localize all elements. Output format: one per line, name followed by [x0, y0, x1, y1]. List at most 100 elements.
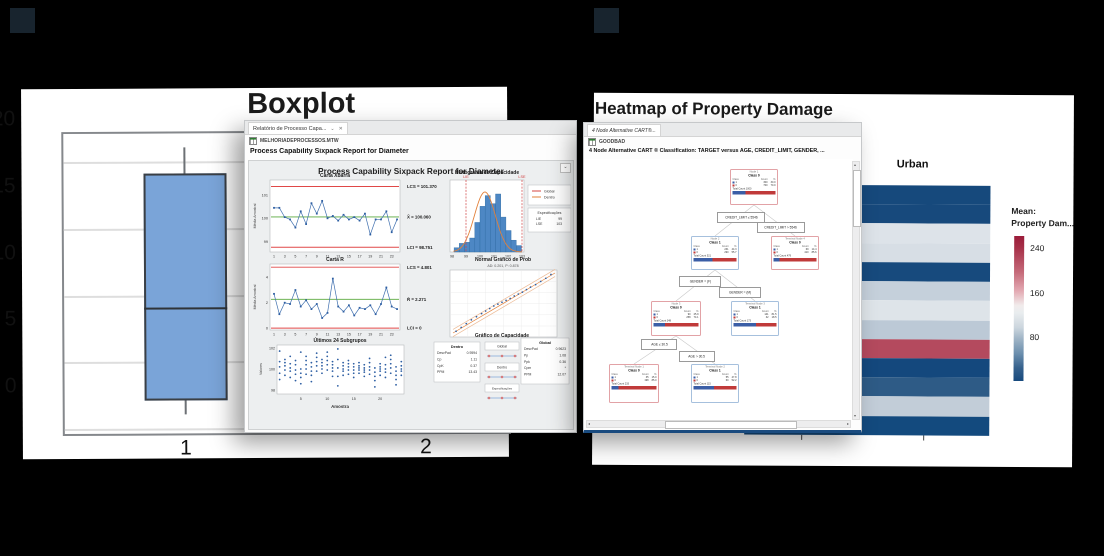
- svg-text:*: *: [565, 366, 567, 370]
- tree-node[interactable]: Node 3 Class 0 Class Count% 1 90 25.9 0 258 74.1 T…: [651, 301, 701, 336]
- h-scroll-thumb[interactable]: [665, 421, 797, 429]
- svg-text:0.9623: 0.9623: [556, 347, 566, 351]
- svg-text:99: 99: [558, 217, 562, 221]
- worksheet-icon: [249, 137, 257, 145]
- svg-text:1.08: 1.08: [559, 353, 566, 357]
- cart-window: 4 Node Alternative CART®... GOODBAD 4 No…: [583, 122, 862, 433]
- heatmap-title: Heatmap of Property Damage: [594, 98, 833, 119]
- svg-text:LIE: LIE: [463, 175, 469, 179]
- svg-text:21: 21: [379, 255, 383, 259]
- v-scroll-thumb[interactable]: [853, 170, 861, 227]
- svg-text:Média Amostral: Média Amostral: [253, 203, 257, 228]
- svg-text:1.11: 1.11: [471, 357, 477, 361]
- svg-text:Cp: Cp: [437, 357, 441, 361]
- sixpack-tab[interactable]: Relatório de Processo Capa... ⌄ ✕: [248, 122, 348, 134]
- svg-text:Dentro: Dentro: [544, 195, 555, 199]
- legend-tick-240: 240: [1030, 243, 1045, 254]
- svg-text:4: 4: [266, 276, 268, 280]
- svg-text:0: 0: [266, 327, 268, 331]
- boxplot-category-2: 2: [420, 435, 432, 459]
- svg-text:15: 15: [352, 397, 356, 401]
- svg-text:Global: Global: [497, 345, 507, 349]
- svg-text:9: 9: [316, 255, 318, 259]
- svg-text:DesvPad: DesvPad: [524, 347, 538, 351]
- svg-text:Histograma de Capacidade: Histograma de Capacidade: [455, 170, 519, 176]
- svg-text:1: 1: [273, 255, 275, 259]
- tree-node[interactable]: Terminal Node 3 Class 1 Class Count% 1 141 81.…: [731, 301, 779, 336]
- svg-text:Últimos 24 Subgrupos: Últimos 24 Subgrupos: [313, 337, 366, 344]
- split-rule: CREDIT_LIMIT > 5546: [757, 222, 805, 233]
- tree-node[interactable]: Terminal Node 2 Class 1 Class Count% 1 55 47.8…: [691, 364, 739, 403]
- cart-heading: 4 Node Alternative CART ® Classification…: [589, 148, 825, 154]
- svg-text:13: 13: [336, 255, 340, 259]
- svg-text:23: 23: [390, 333, 394, 337]
- svg-text:Global: Global: [544, 189, 555, 193]
- svg-text:LIE: LIE: [536, 217, 542, 221]
- svg-text:Valores: Valores: [259, 363, 263, 375]
- heatmap-colorbar: [1013, 235, 1025, 381]
- split-rule: CREDIT_LIMIT ≤ 5546: [717, 212, 765, 223]
- svg-text:Amostra: Amostra: [331, 404, 349, 409]
- svg-text:DesvPad: DesvPad: [437, 351, 451, 355]
- svg-text:13.43: 13.43: [469, 370, 478, 374]
- svg-text:11: 11: [326, 333, 330, 337]
- heatmap-legend-title: Mean:: [1011, 205, 1036, 217]
- svg-text:3: 3: [284, 255, 286, 259]
- tab-caret-icon[interactable]: ⌄: [330, 125, 335, 132]
- decor-square: [594, 8, 619, 33]
- heatmap-column-label: Urban: [896, 158, 929, 171]
- heatmap-x-tick: [923, 435, 925, 441]
- vertical-scrollbar[interactable]: ▴ ▾: [852, 161, 861, 420]
- svg-text:CpK: CpK: [437, 364, 444, 368]
- svg-text:Carta R: Carta R: [326, 257, 344, 263]
- svg-text:17: 17: [358, 255, 362, 259]
- worksheet-row: GOODBAD: [588, 138, 625, 146]
- panel-collapse-button[interactable]: ⌄: [560, 163, 571, 173]
- svg-text:12.07: 12.07: [558, 373, 567, 377]
- svg-text:101: 101: [262, 193, 268, 197]
- tree-node[interactable]: Node 1 Class 0 Class Count% 1 300 30.0 0 700 70.0…: [730, 169, 778, 205]
- svg-text:PPM: PPM: [524, 373, 532, 377]
- scroll-up-icon: ▴: [854, 162, 857, 167]
- heatmap-legend-title2: Property Dam...: [1011, 217, 1075, 229]
- svg-text:7: 7: [305, 255, 307, 259]
- svg-text:Dentro: Dentro: [497, 366, 507, 370]
- cart-tree-canvas: CREDIT_LIMIT ≤ 5546 CREDIT_LIMIT > 5546 GE…: [584, 159, 853, 421]
- svg-text:100: 100: [477, 255, 483, 259]
- tree-node[interactable]: Terminal Node 1 Class 0 Class Count% 1 35 15.0…: [609, 364, 659, 403]
- svg-text:20: 20: [378, 397, 382, 401]
- svg-text:0.36: 0.36: [559, 360, 566, 364]
- worksheet-icon: [588, 138, 596, 146]
- sixpack-report-panel: Process Capability Sixpack Report for Di…: [248, 160, 574, 430]
- svg-text:Process Capability Sixpack Rep: Process Capability Sixpack Report for Di…: [318, 167, 504, 176]
- sixpack-window: Relatório de Processo Capa... ⌄ ✕ MELHOR…: [244, 120, 577, 433]
- svg-text:98: 98: [271, 389, 275, 393]
- box[interactable]: [143, 173, 228, 401]
- svg-text:103: 103: [519, 255, 525, 259]
- svg-text:15: 15: [347, 255, 351, 259]
- svg-text:Cpm: Cpm: [524, 366, 531, 370]
- split-rule: AGE ≤ 30.5: [641, 339, 677, 350]
- svg-text:LSE: LSE: [518, 175, 526, 179]
- tab-close-icon[interactable]: ✕: [338, 125, 343, 132]
- svg-text:0.37: 0.37: [470, 364, 477, 368]
- svg-text:23: 23: [390, 255, 394, 259]
- svg-text:Global: Global: [539, 341, 551, 345]
- tree-node[interactable]: Terminal Node 4 Class 0 Class Count% 1 69 14.4…: [771, 236, 819, 270]
- tree-node[interactable]: Node 2 Class 1 Class Count% 1 231 44.3 0 290 55.7…: [691, 236, 739, 270]
- svg-text:99: 99: [464, 255, 468, 259]
- svg-text:15: 15: [347, 333, 351, 337]
- svg-text:X̄ = 100.060: X̄ = 100.060: [407, 214, 431, 219]
- svg-text:LCI = 98.751: LCI = 98.751: [407, 245, 433, 250]
- svg-text:Especificações: Especificações: [538, 211, 562, 215]
- horizontal-scrollbar[interactable]: ◂ ▸: [586, 420, 851, 429]
- svg-text:LCS = 101.370: LCS = 101.370: [407, 184, 437, 189]
- svg-text:1: 1: [273, 333, 275, 337]
- cart-tabbar: 4 Node Alternative CART®...: [584, 123, 861, 137]
- svg-text:5: 5: [294, 255, 296, 259]
- svg-text:2: 2: [266, 301, 268, 305]
- scroll-down-icon: ▾: [854, 413, 857, 418]
- svg-text:19: 19: [368, 255, 372, 259]
- cart-tab[interactable]: 4 Node Alternative CART®...: [587, 124, 661, 136]
